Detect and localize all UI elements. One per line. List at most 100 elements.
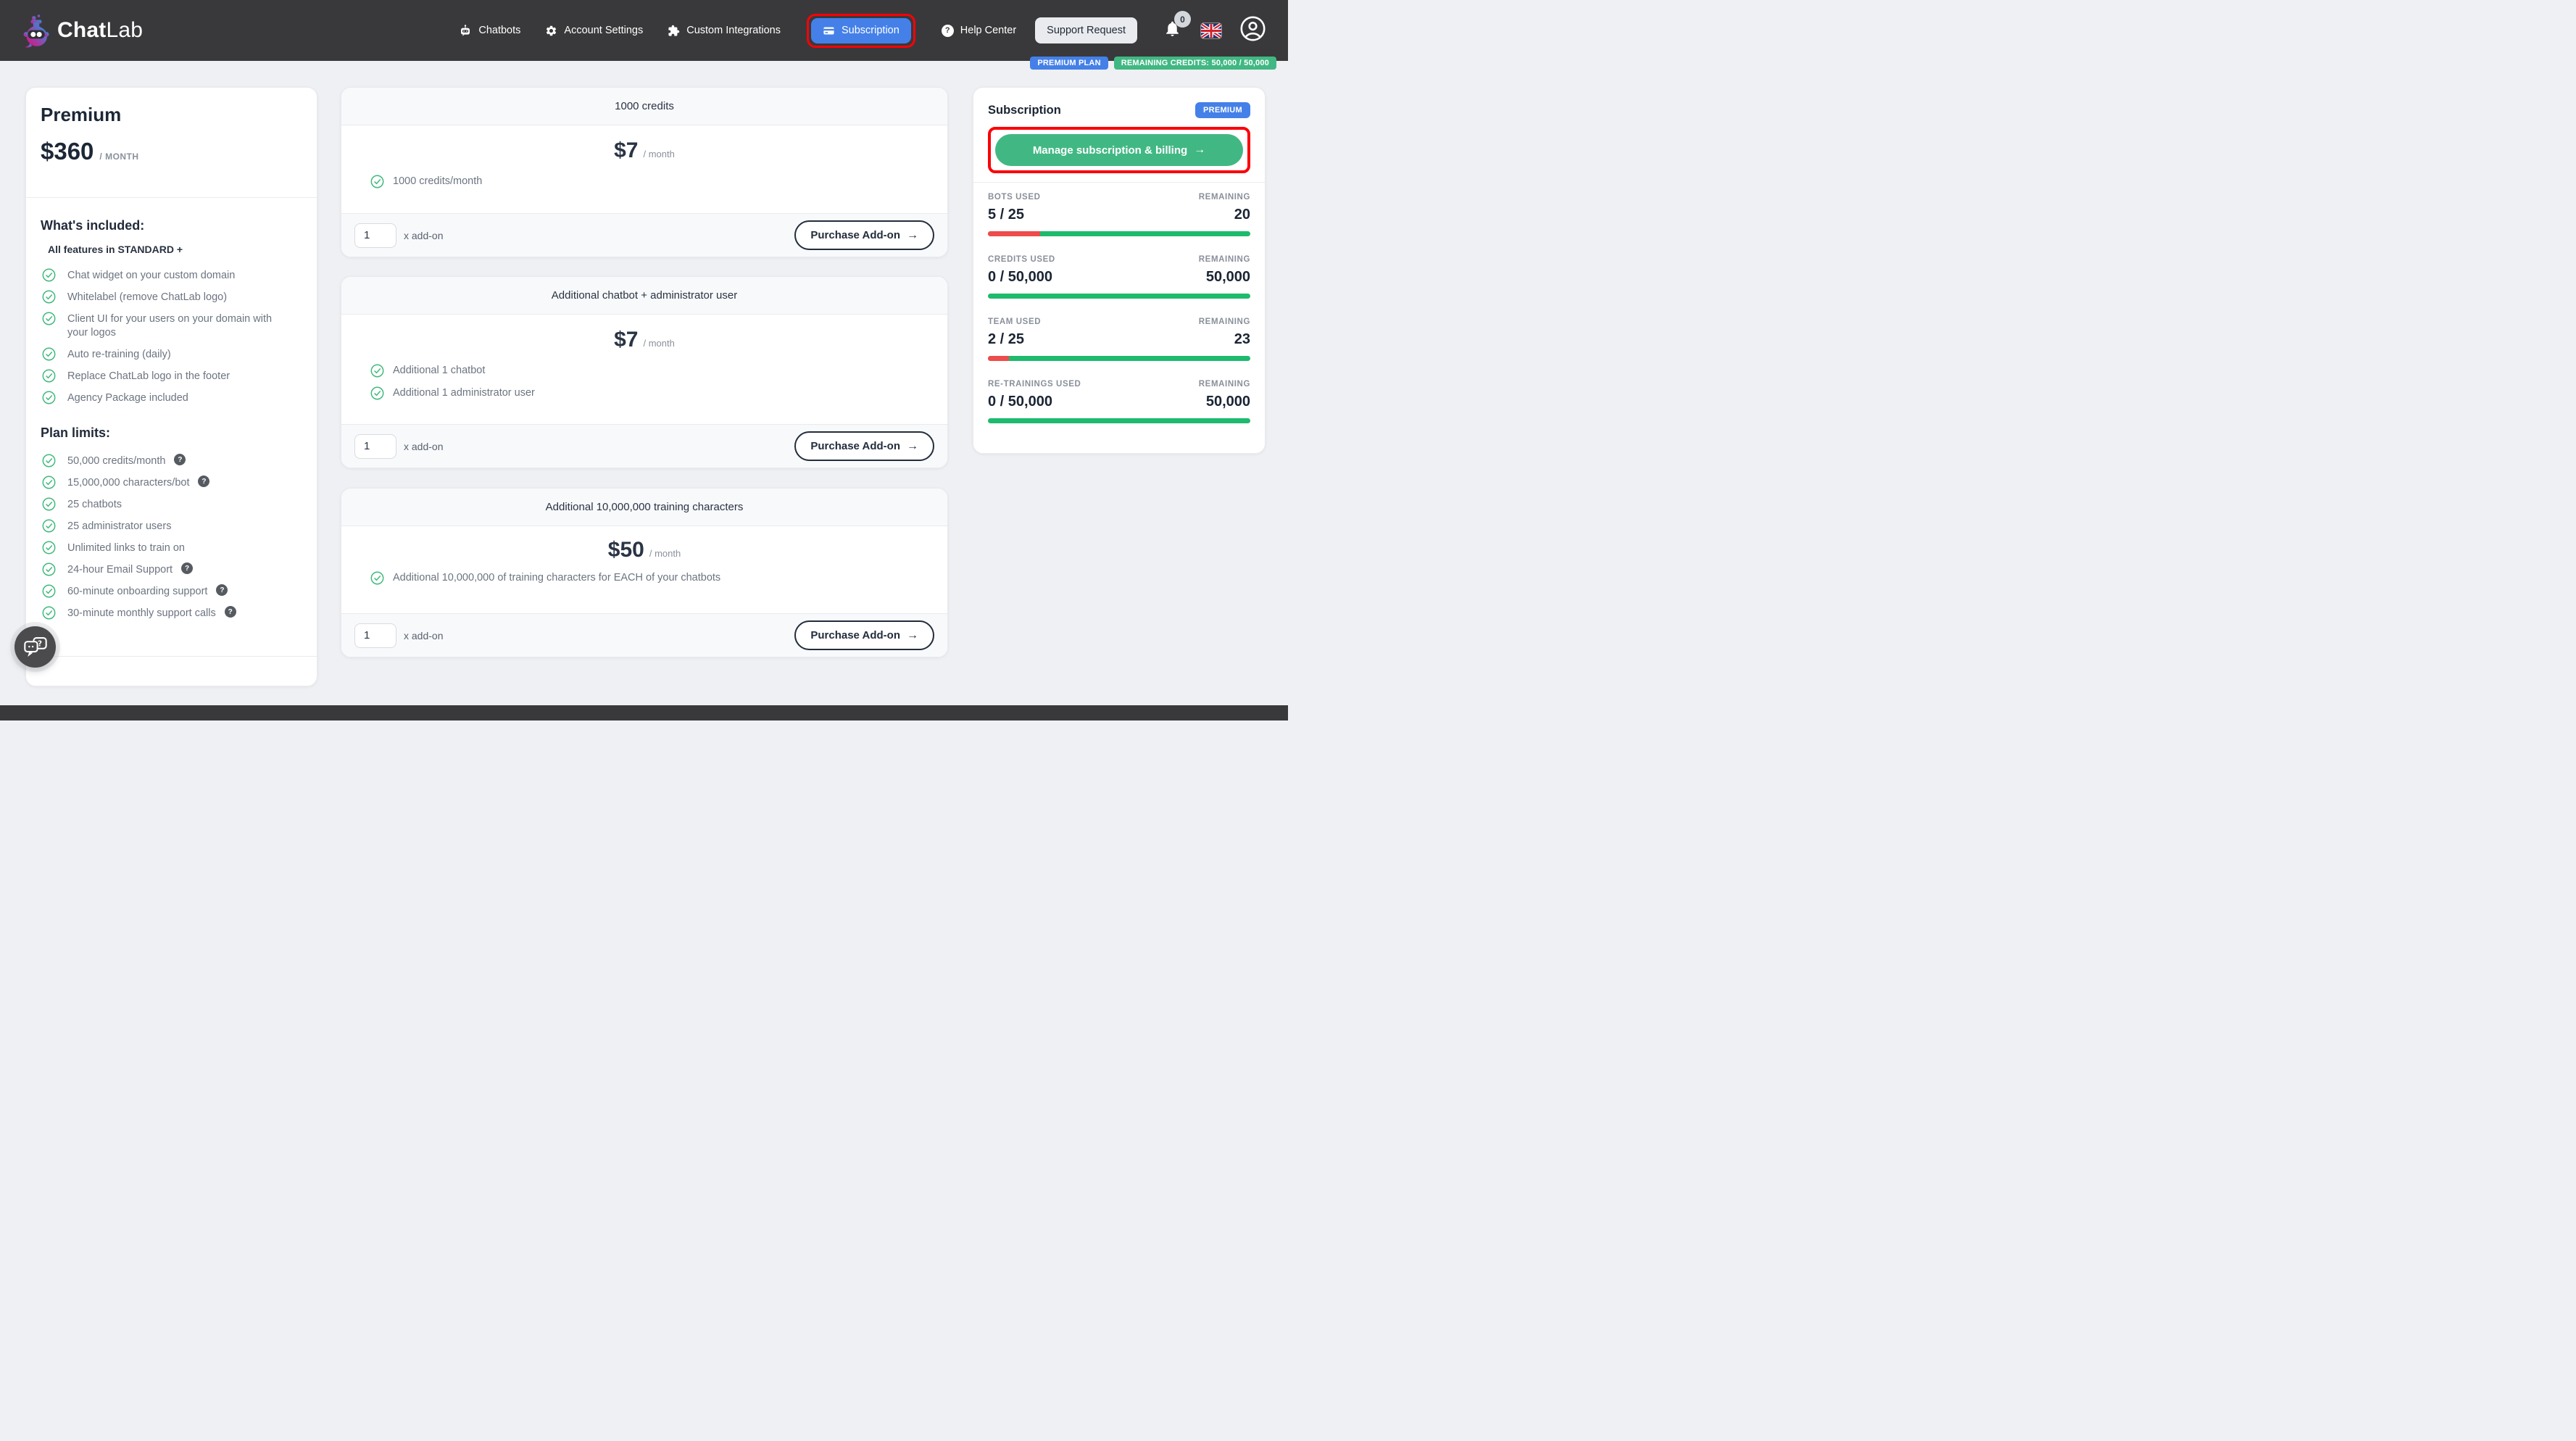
- addon-feature-item: Additional 10,000,000 of training charac…: [370, 571, 947, 585]
- notifications-bell[interactable]: 0: [1163, 11, 1191, 41]
- purchase-addon-button[interactable]: Purchase Add-on →: [794, 220, 934, 250]
- purchase-addon-button[interactable]: Purchase Add-on →: [794, 620, 934, 650]
- check-circle-icon: [42, 497, 56, 511]
- addon-card-training-characters: Additional 10,000,000 training character…: [341, 488, 948, 657]
- nav-item-account-settings[interactable]: Account Settings: [545, 25, 643, 37]
- limit-item: Unlimited links to train on: [41, 541, 302, 555]
- manage-subscription-button[interactable]: Manage subscription & billing →: [995, 134, 1243, 166]
- top-nav: ChatLab Chatbots Account Settings Custom…: [0, 0, 1288, 61]
- addon-title: 1000 credits: [341, 88, 947, 125]
- manage-subscription-label: Manage subscription & billing: [1032, 144, 1188, 157]
- subscription-annotation-box: Subscription: [807, 13, 915, 48]
- arrow-right-icon: →: [907, 628, 918, 641]
- limit-item: 60-minute onboarding support ?: [41, 584, 302, 599]
- plan-limits-list: 50,000 credits/month ? 15,000,000 charac…: [41, 454, 302, 620]
- addon-body: $7 / month Additional 1 chatbot Addition…: [341, 315, 947, 424]
- plan-name: Premium: [41, 104, 122, 125]
- help-tooltip-icon[interactable]: ?: [198, 476, 210, 487]
- check-circle-icon: [42, 369, 56, 383]
- limit-label: 24-hour Email Support: [67, 564, 173, 576]
- addon-feature-label: Additional 1 chatbot: [393, 365, 486, 376]
- brand-lab: Lab: [106, 18, 144, 42]
- language-selector[interactable]: [1200, 22, 1222, 39]
- feature-label: Replace ChatLab logo in the footer: [67, 370, 230, 382]
- addon-title: Additional 10,000,000 training character…: [341, 489, 947, 526]
- stat-labels-row: RE-TRAININGS USED REMAINING: [988, 380, 1250, 389]
- addon-price-row: $7 / month: [341, 328, 947, 352]
- arrow-right-icon: →: [1194, 144, 1206, 156]
- addon-quantity-label: x add-on: [404, 229, 444, 241]
- check-circle-icon: [42, 347, 56, 361]
- stat-used-value: 0 / 50,000: [988, 394, 1052, 410]
- svg-text:?: ?: [38, 639, 42, 648]
- addon-feature-label: Additional 1 administrator user: [393, 387, 535, 399]
- puzzle-icon: [668, 25, 680, 36]
- stat-remaining-label: REMAINING: [1198, 317, 1250, 326]
- addon-features-list: 1000 credits/month: [370, 175, 947, 188]
- check-circle-icon: [42, 312, 56, 325]
- usage-stats: BOTS USED REMAINING 5 / 25 20 CREDITS US…: [988, 183, 1250, 423]
- addon-quantity-input[interactable]: [354, 223, 396, 248]
- chatlab-logo[interactable]: ChatLab: [22, 14, 143, 48]
- subscription-panel-divider: [973, 182, 1265, 183]
- feature-label: Client UI for your users on your domain …: [67, 313, 273, 339]
- support-request-button[interactable]: Support Request: [1035, 17, 1137, 43]
- purchase-addon-button[interactable]: Purchase Add-on →: [794, 431, 934, 461]
- limit-label: 30-minute monthly support calls: [67, 607, 216, 619]
- addon-feature-item: Additional 1 administrator user: [370, 386, 947, 400]
- limit-item: 15,000,000 characters/bot ?: [41, 476, 302, 490]
- feature-label: Chat widget on your custom domain: [67, 270, 236, 281]
- limit-item: 24-hour Email Support ?: [41, 562, 302, 577]
- addon-title: Additional chatbot + administrator user: [341, 277, 947, 315]
- subscription-panel: Subscription PREMIUM Manage subscription…: [973, 87, 1266, 454]
- stat-used-value: 0 / 50,000: [988, 269, 1052, 285]
- credit-card-icon: [823, 27, 834, 34]
- check-circle-icon: [370, 175, 384, 188]
- addon-price-period: / month: [643, 149, 675, 159]
- plan-card-body: What's included: All features in STANDAR…: [26, 198, 317, 656]
- stat-labels-row: CREDITS USED REMAINING: [988, 255, 1250, 264]
- subscription-panel-title: Subscription: [988, 103, 1061, 117]
- stat-remaining-label: REMAINING: [1198, 380, 1250, 389]
- brand-wordmark: ChatLab: [57, 18, 143, 43]
- chat-support-widget[interactable]: ?: [14, 626, 56, 668]
- status-badges-row: PREMIUM PLAN REMAINING CREDITS: 50,000 /…: [1030, 57, 1276, 70]
- stat-remaining-label: REMAINING: [1198, 255, 1250, 264]
- help-tooltip-icon[interactable]: ?: [224, 606, 236, 618]
- nav-item-chatbots[interactable]: Chatbots: [459, 24, 520, 37]
- nav-label-account-settings: Account Settings: [564, 25, 644, 36]
- help-tooltip-icon[interactable]: ?: [181, 562, 194, 574]
- stat-used-label: CREDITS USED: [988, 255, 1055, 264]
- limit-item: 25 administrator users: [41, 519, 302, 533]
- addon-features-list: Additional 1 chatbot Additional 1 admini…: [370, 364, 947, 400]
- addon-price: $7: [614, 138, 639, 162]
- feature-item: Auto re-training (daily): [41, 347, 302, 362]
- check-circle-icon: [42, 541, 56, 555]
- arrow-right-icon: →: [907, 439, 918, 452]
- plan-price-row: $360 / MONTH: [41, 138, 302, 165]
- addon-footer: x add-on Purchase Add-on →: [341, 613, 947, 657]
- help-tooltip-icon[interactable]: ?: [216, 584, 228, 596]
- check-circle-icon: [370, 364, 384, 378]
- nav-item-custom-integrations[interactable]: Custom Integrations: [668, 25, 781, 37]
- stat-progress-bar: [988, 231, 1250, 236]
- limit-item: 30-minute monthly support calls ?: [41, 606, 302, 620]
- help-tooltip-icon[interactable]: ?: [174, 454, 186, 465]
- addon-quantity-input[interactable]: [354, 433, 396, 459]
- premium-plan-badge: PREMIUM PLAN: [1030, 57, 1108, 70]
- stat-used-value: 5 / 25: [988, 207, 1025, 223]
- nav-item-subscription-active[interactable]: Subscription: [811, 17, 911, 43]
- plan-card-header: Premium $360 / MONTH: [26, 88, 317, 197]
- subscription-page: { "colors": { "nav_bg": "#39393b", "acce…: [0, 0, 1288, 720]
- nav-label-help-center: Help Center: [960, 25, 1017, 36]
- feature-item: Agency Package included: [41, 391, 302, 405]
- stat-progress-bar: [988, 294, 1250, 299]
- addon-quantity-input[interactable]: [354, 623, 396, 648]
- addon-price-row: $50 / month: [341, 538, 947, 562]
- stat-used-label: RE-TRAININGS USED: [988, 380, 1081, 389]
- addon-price-period: / month: [649, 548, 681, 559]
- nav-item-help-center[interactable]: ? Help Center: [941, 24, 1017, 37]
- addon-quantity-label: x add-on: [404, 440, 444, 452]
- stat-values-row: 0 / 50,000 50,000: [988, 269, 1250, 286]
- profile-menu[interactable]: [1239, 15, 1266, 46]
